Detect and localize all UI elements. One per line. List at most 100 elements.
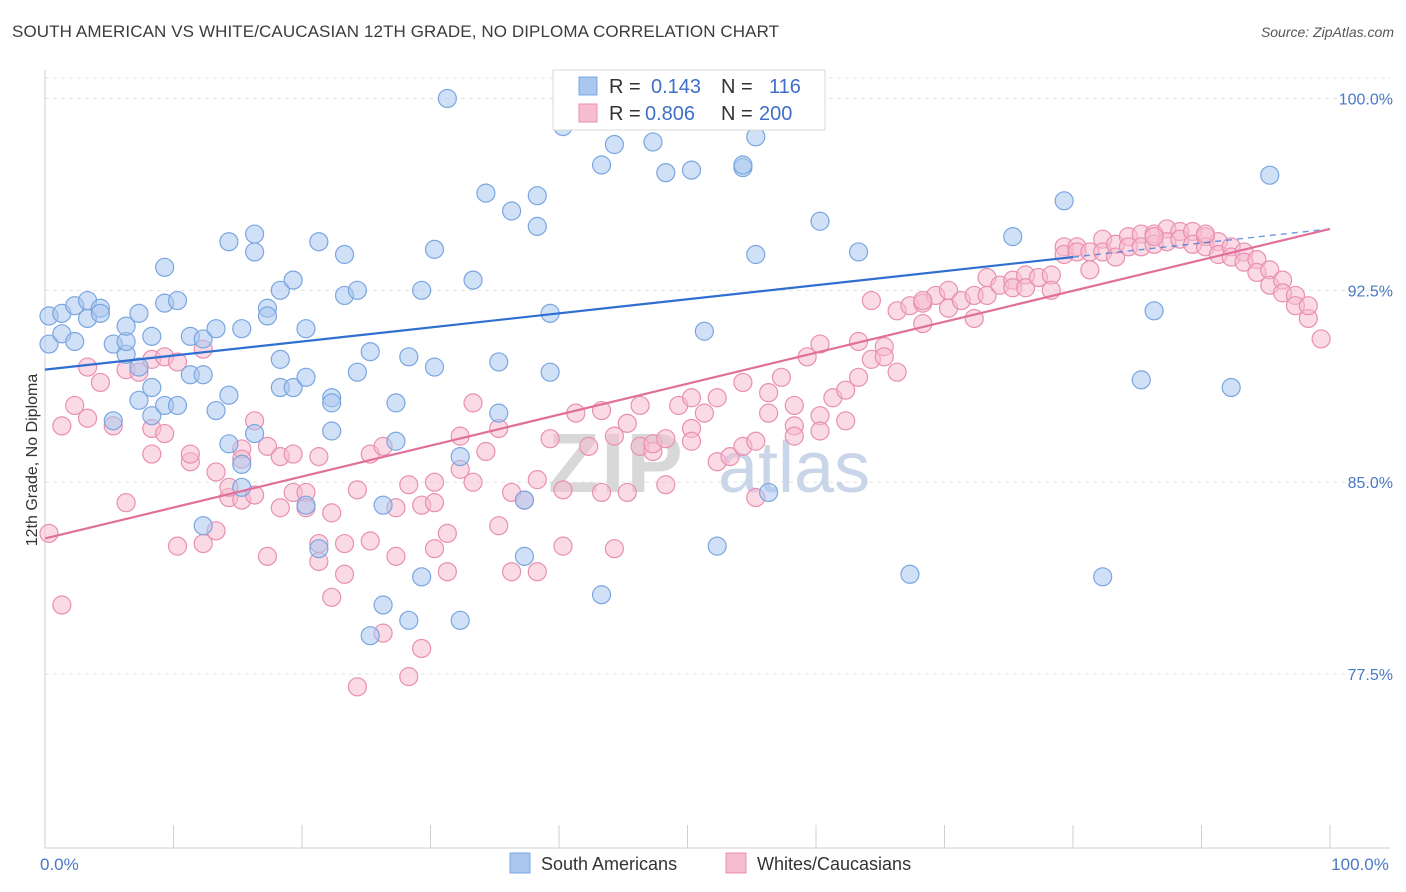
south-americans-point — [463, 270, 483, 290]
south-americans-point — [142, 377, 162, 398]
south-americans-point — [527, 216, 547, 236]
whites-point — [476, 441, 496, 462]
y-tick-label: 85.0% — [1348, 475, 1393, 492]
south-americans-point — [489, 403, 509, 423]
south-americans-point — [129, 390, 149, 410]
south-americans-point — [746, 244, 766, 265]
x-axis-ticks — [173, 825, 1331, 848]
whites-point — [913, 313, 933, 334]
whites-point — [77, 357, 98, 377]
trend-lines — [44, 227, 1331, 540]
whites-point — [617, 413, 637, 433]
south-americans-point — [296, 319, 316, 339]
whites-point — [1015, 278, 1036, 298]
south-americans-point — [424, 357, 445, 377]
y-tick-labels: 100.0% 92.5% 85.0% 77.5% — [1339, 91, 1393, 684]
whites-point — [810, 421, 830, 441]
whites-point — [720, 447, 740, 467]
south-americans-point — [373, 595, 393, 615]
whites-point — [77, 408, 98, 428]
south-americans-point — [296, 495, 316, 515]
south-americans-point — [257, 306, 278, 326]
whites-point — [334, 564, 355, 584]
south-americans-point — [424, 239, 445, 259]
south-americans-point — [707, 536, 727, 556]
south-americans-point — [245, 423, 265, 444]
south-americans-point — [232, 454, 252, 474]
legend-swatch-blue — [578, 76, 598, 96]
south-americans-point — [527, 186, 547, 206]
south-americans-point — [656, 163, 676, 183]
south-americans-point — [309, 539, 329, 559]
south-americans-point — [129, 303, 149, 323]
whites-point — [424, 472, 445, 492]
whites-point — [887, 362, 907, 382]
whites-point — [257, 546, 278, 566]
whites-point — [322, 587, 342, 607]
south-americans-point — [591, 155, 612, 175]
south-americans-point — [591, 585, 612, 605]
source-label: Source: ZipAtlas.com — [1260, 24, 1394, 40]
south-americans-point — [450, 610, 470, 630]
whites-point — [90, 372, 111, 393]
south-americans-point — [476, 183, 496, 203]
south-americans-point — [270, 349, 290, 369]
south-americans-point — [900, 564, 920, 584]
south-americans-point — [540, 362, 560, 382]
whites-point — [681, 388, 702, 408]
south-americans-point — [399, 347, 419, 367]
whites-point — [746, 431, 766, 451]
whites-point — [553, 480, 573, 500]
legend-r-label-1: R = — [609, 76, 641, 98]
south-americans-point — [322, 421, 342, 441]
south-americans-point — [386, 393, 406, 413]
whites-point — [1311, 329, 1331, 349]
whites-point — [771, 367, 792, 387]
south-americans-point — [360, 626, 380, 646]
south-americans-point — [848, 242, 869, 262]
whites-point — [707, 388, 727, 408]
bottom-legend: South Americans Whites/Caucasians — [509, 852, 911, 874]
whites-point — [437, 562, 457, 582]
south-americans-point — [514, 490, 535, 510]
whites-point — [848, 367, 869, 387]
south-americans-point — [360, 342, 380, 362]
whites-point — [604, 539, 625, 559]
whites-point — [553, 536, 573, 556]
whites-point — [206, 462, 226, 482]
whites-point — [437, 523, 457, 543]
south-americans-point — [412, 567, 432, 587]
south-americans-point — [373, 495, 393, 515]
south-americans-point — [1054, 191, 1074, 211]
whites-point — [630, 395, 650, 416]
whites-point — [334, 533, 355, 554]
south-americans-point — [219, 434, 239, 454]
south-americans-point — [193, 329, 213, 349]
south-americans-point — [167, 290, 188, 311]
whites-point — [656, 475, 676, 495]
south-americans-point — [681, 160, 702, 180]
whites-points — [39, 219, 1331, 697]
south-americans-points — [39, 88, 1280, 646]
south-americans-point — [810, 211, 830, 231]
south-americans-point — [142, 406, 162, 426]
whites-point — [52, 416, 72, 436]
south-americans-point — [1093, 567, 1113, 587]
whites-point — [502, 562, 522, 582]
south-americans-point — [219, 232, 239, 252]
bottom-legend-swatch-pink — [725, 852, 747, 874]
whites-point — [424, 493, 445, 513]
whites-point — [1144, 227, 1164, 247]
whites-point — [167, 536, 188, 556]
legend-swatch-pink — [578, 103, 598, 123]
whites-point — [758, 383, 779, 403]
whites-point — [836, 411, 856, 431]
whites-point — [347, 677, 367, 697]
south-americans-point — [206, 319, 226, 339]
south-americans-point — [142, 326, 162, 346]
south-americans-point — [65, 331, 85, 352]
south-americans-point — [206, 400, 226, 421]
x-tick-label: 0.0% — [40, 855, 79, 874]
whites-point — [412, 638, 432, 659]
